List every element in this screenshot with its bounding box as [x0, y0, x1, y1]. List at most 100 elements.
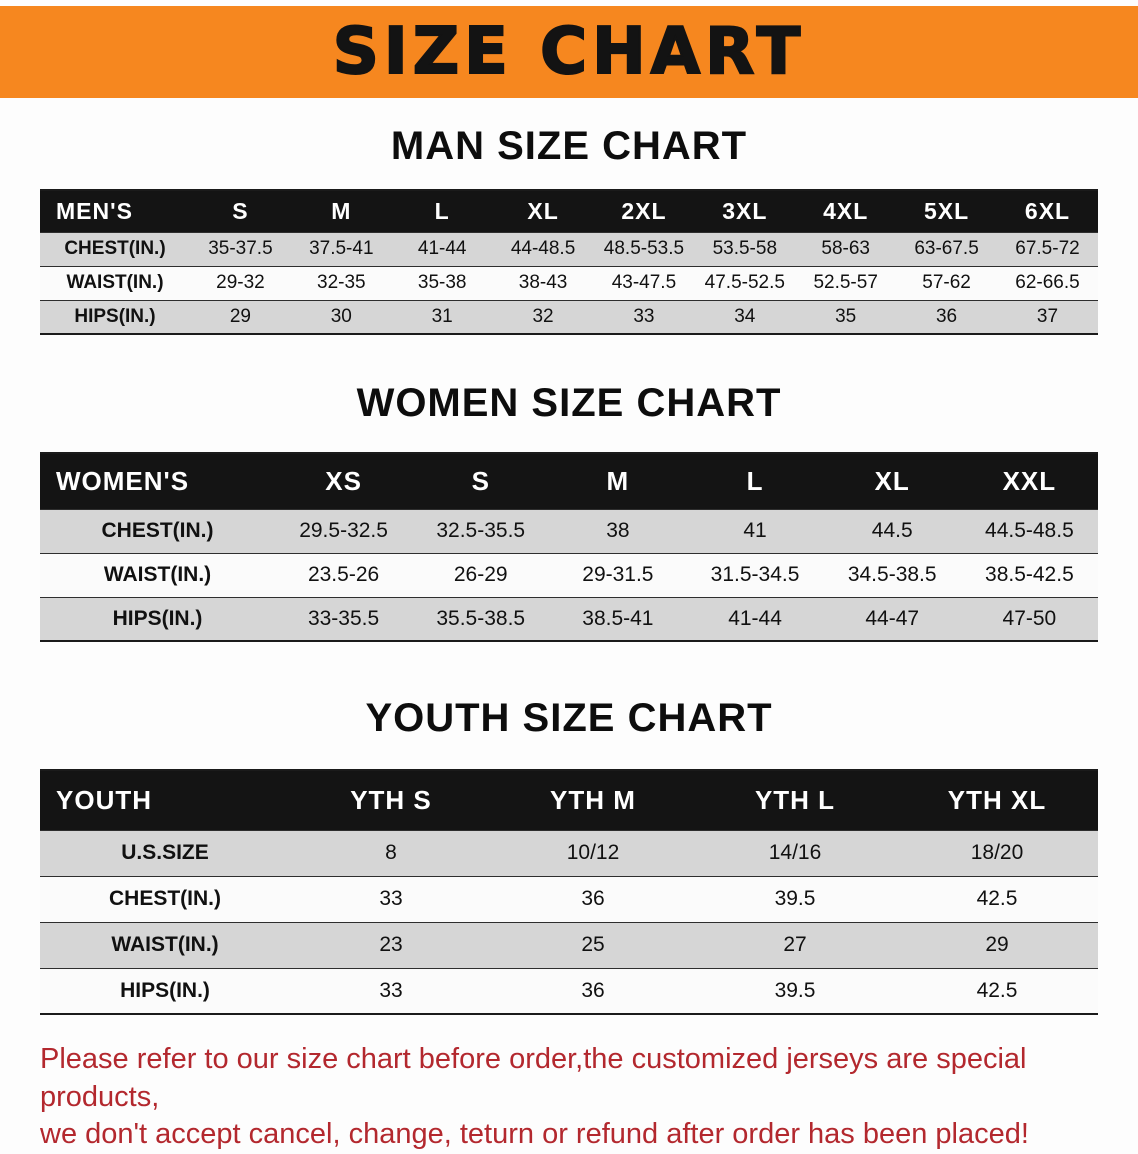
size-value-cell: 8	[385, 841, 397, 864]
size-column-header: M	[549, 453, 687, 509]
table-title-cell: WOMEN'S	[40, 453, 275, 509]
youth-section-heading: YOUTH SIZE CHART	[365, 696, 773, 740]
size-value-cell: 41-44	[417, 238, 467, 259]
size-value-cell: 44-48.5	[510, 238, 576, 259]
size-value-cell: 10/12	[566, 841, 620, 864]
table-row: HIPS(IN.) 29 30 31 32 33 34 35 36 37	[40, 300, 1098, 334]
size-column-header: M	[290, 190, 392, 232]
size-value-cell: 62-66.5	[1015, 272, 1080, 293]
size-value-cell: 44.5-48.5	[985, 519, 1074, 542]
women-size-table: WOMEN'S XS S M L XL XXL CHEST(IN.) 29.5-32.5 32.5…	[40, 452, 1098, 642]
size-value-cell: 31.5-34.5	[710, 563, 800, 586]
size-value-cell: 18/20	[970, 841, 1024, 864]
size-value-cell: 27	[783, 933, 807, 956]
size-value-cell: 30	[330, 305, 352, 327]
row-label-cell: WAIST(IN.)	[103, 563, 212, 586]
row-label-cell: WAIST(IN.)	[66, 272, 164, 293]
size-value-cell: 67.5-72	[1015, 238, 1080, 259]
size-column-header: S	[190, 190, 291, 232]
size-value-cell: 33	[379, 887, 403, 910]
size-value-cell: 42.5	[976, 978, 1018, 1002]
size-value-cell: 29-32	[216, 272, 265, 293]
row-label-cell: HIPS(IN.)	[74, 305, 156, 327]
size-value-cell: 32.5-35.5	[436, 519, 526, 542]
size-value-cell: 23	[379, 933, 403, 956]
size-value-cell: 37	[1036, 305, 1059, 327]
row-label-cell: HIPS(IN.)	[120, 978, 210, 1002]
size-value-cell: 38-43	[518, 272, 568, 293]
size-column-header: S	[412, 453, 550, 509]
size-value-cell: 25	[581, 933, 605, 956]
table-row: CHEST(IN.) 29.5-32.5 32.5-35.5 38 41 44.5 44.5…	[40, 509, 1098, 553]
row-label-cell: CHEST(IN.)	[101, 519, 214, 542]
size-value-cell: 32-35	[317, 272, 366, 293]
table-row: WAIST(IN.) 23.5-26 26-29 29-31.5 31.5-34.5 34…	[40, 553, 1098, 597]
size-column-header: 5XL	[896, 190, 997, 232]
banner: SIZE CHART	[0, 6, 1138, 98]
size-value-cell: 23.5-26	[307, 563, 380, 586]
size-column-header: XL	[492, 190, 594, 232]
size-column-header: YTH M	[492, 770, 694, 830]
row-label-cell: WAIST(IN.)	[111, 933, 219, 956]
size-value-cell: 39.5	[774, 887, 816, 910]
size-column-header: L	[686, 453, 824, 509]
size-column-header: XS	[275, 453, 413, 509]
size-value-cell: 35-37.5	[208, 238, 273, 259]
table-row: HIPS(IN.) 33-35.5 35.5-38.5 38.5-41 41-44 44-…	[40, 597, 1098, 641]
size-column-header: 6XL	[997, 190, 1098, 232]
table-row: U.S.SIZE 8 10/12 14/16 18/20	[40, 830, 1098, 876]
men-size-table: MEN'S S M L XL 2XL 3XL 4XL 5XL 6XL CHEST(IN.) 35-37…	[40, 189, 1098, 335]
size-column-header: YTH L	[694, 770, 896, 830]
size-value-cell: 26-29	[453, 563, 508, 586]
size-value-cell: 29.5-32.5	[299, 519, 388, 542]
table-header-row: YOUTH YTH S YTH M YTH L YTH XL	[40, 770, 1098, 830]
size-value-cell: 47-50	[1002, 606, 1057, 630]
table-title-cell: YOUTH	[40, 770, 290, 830]
size-column-header: L	[391, 190, 493, 232]
size-column-header: XL	[823, 453, 961, 509]
size-value-cell: 58-63	[821, 238, 870, 259]
size-value-cell: 52.5-57	[813, 272, 878, 293]
disclaimer-line-1: Please refer to our size chart before or…	[40, 1043, 1027, 1113]
size-value-cell: 47.5-52.5	[704, 272, 785, 293]
size-column-header: XXL	[960, 453, 1098, 509]
size-value-cell: 36	[581, 978, 605, 1002]
size-value-cell: 29	[229, 305, 251, 327]
size-value-cell: 29-31.5	[582, 563, 654, 586]
size-value-cell: 41	[743, 519, 767, 542]
size-column-header: 2XL	[593, 190, 695, 232]
size-value-cell: 42.5	[976, 887, 1018, 910]
size-value-cell: 33	[379, 978, 403, 1002]
size-value-cell: 33	[633, 305, 655, 327]
size-value-cell: 35.5-38.5	[436, 606, 526, 630]
size-value-cell: 38	[606, 519, 630, 542]
size-value-cell: 32	[532, 305, 554, 327]
size-column-header: YTH XL	[896, 770, 1098, 830]
youth-size-table: YOUTH YTH S YTH M YTH L YTH XL U.S.SIZE 8 10/12…	[40, 769, 1098, 1015]
row-label-cell: CHEST(IN.)	[64, 238, 166, 259]
women-section-heading: WOMEN SIZE CHART	[356, 381, 782, 425]
disclaimer-line-2: we don't accept cancel, change, teturn o…	[40, 1118, 1029, 1151]
size-value-cell: 35	[835, 305, 857, 327]
size-value-cell: 43-47.5	[611, 272, 677, 293]
page-title: SIZE CHART	[332, 15, 806, 89]
size-column-header: YTH S	[290, 770, 492, 830]
size-value-cell: 44.5	[871, 519, 913, 542]
table-row: WAIST(IN.) 23 25 27 29	[40, 922, 1098, 968]
size-column-header: 4XL	[795, 190, 897, 232]
size-value-cell: 63-67.5	[914, 238, 979, 259]
size-value-cell: 33-35.5	[307, 606, 380, 630]
men-section-heading: MAN SIZE CHART	[390, 124, 748, 168]
size-value-cell: 36	[935, 305, 958, 327]
size-value-cell: 48.5-53.5	[603, 238, 685, 259]
size-value-cell: 37.5-41	[309, 238, 374, 259]
size-value-cell: 36	[581, 887, 605, 910]
size-chart-page: SIZE CHART MAN SIZE CHART MEN'S S M L XL 2XL 3…	[0, 6, 1138, 1154]
size-value-cell: 35-38	[417, 272, 467, 293]
table-row: HIPS(IN.) 33 36 39.5 42.5	[40, 968, 1098, 1014]
size-column-header: 3XL	[694, 190, 796, 232]
disclaimer: Please refer to our size chart before or…	[40, 1041, 1100, 1154]
table-row: CHEST(IN.) 35-37.5 37.5-41 41-44 44-48.5 48.5…	[40, 232, 1098, 266]
size-value-cell: 44-47	[865, 606, 920, 630]
table-title-cell: MEN'S	[40, 190, 190, 232]
